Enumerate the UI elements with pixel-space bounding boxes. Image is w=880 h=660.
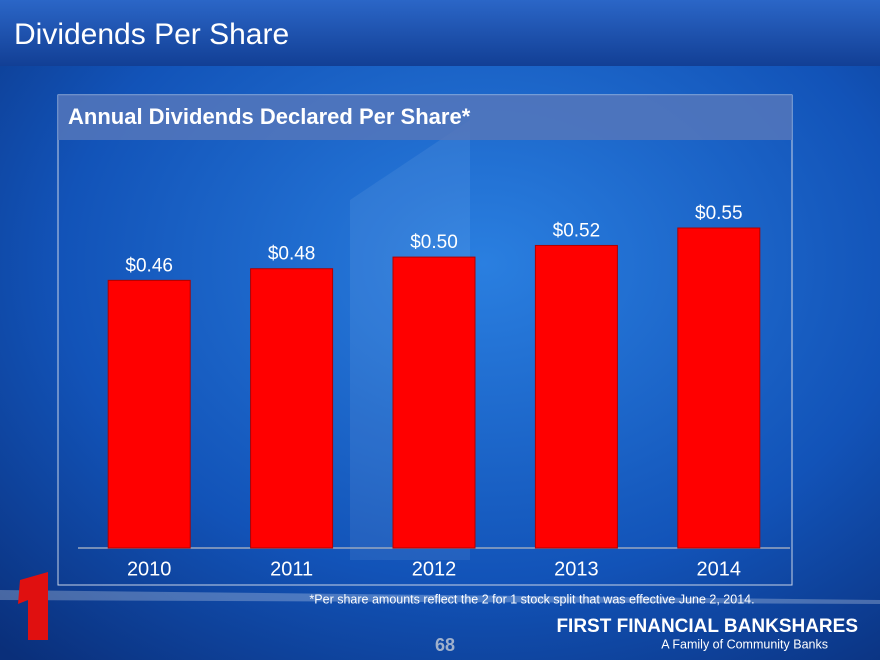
page-number: 68 [435,635,455,655]
x-tick-label: 2010 [127,558,172,580]
footnote: *Per share amounts reflect the 2 for 1 s… [309,592,754,606]
slide-title: Dividends Per Share [14,18,289,51]
bar [107,279,191,549]
chart-title-band [58,95,792,140]
swoosh [0,590,880,604]
value-label: $0.55 [695,203,743,224]
value-label: $0.52 [553,220,601,241]
bar [250,268,334,549]
bar [534,244,618,549]
x-tick-label: 2011 [270,558,313,580]
x-tick-label: 2014 [697,558,742,580]
tagline: A Family of Community Banks [661,637,828,651]
header-band [0,0,880,66]
chart-title: Annual Dividends Declared Per Share* [68,104,471,129]
value-label: $0.48 [268,244,316,265]
x-tick-label: 2012 [412,558,457,580]
bar [677,227,761,549]
bar [392,256,476,549]
value-label: $0.50 [410,232,458,253]
value-label: $0.46 [125,255,173,276]
logo-text: FIRST FINANCIAL BANKSHARES [556,616,858,637]
logo-mark [18,572,48,640]
x-tick-label: 2013 [554,558,599,580]
